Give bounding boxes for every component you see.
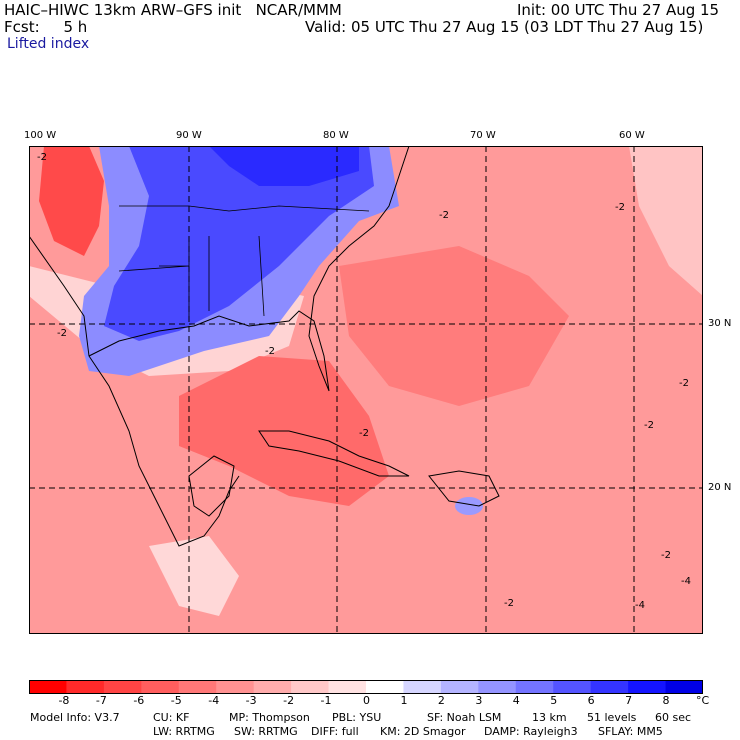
red-region-west (39, 146, 104, 256)
cu-scheme: CU: KF (153, 711, 190, 724)
sf-scheme: SF: Noah LSM (427, 711, 502, 724)
hispaniola-outline (428, 470, 500, 507)
blue-core-us (104, 146, 374, 341)
lon-label-100w: 100 W (24, 130, 57, 141)
colorbar-tick-label: 6 (587, 694, 595, 707)
blue-spot-hispaniola (455, 497, 483, 515)
contour-label: -2 (661, 550, 671, 561)
cuba-outline (258, 430, 410, 477)
model-info: Model Info: V3.7 (30, 711, 120, 724)
blue-core-north (209, 146, 359, 186)
contour-label: -2 (57, 328, 67, 339)
contour-label: -4 (635, 600, 645, 611)
time-step: 60 sec (655, 711, 692, 724)
km-option: KM: 2D Smagor (380, 725, 466, 738)
pale-east (629, 146, 703, 296)
colorbar-swatch (216, 680, 255, 694)
resolution: 13 km (532, 711, 567, 724)
colorbar-swatch (515, 680, 554, 694)
lon-label-60w: 60 W (619, 130, 645, 141)
colorbar-swatch (253, 680, 292, 694)
forecast-hour: Fcst: 5 h (4, 18, 88, 36)
us-state-lines (118, 205, 370, 317)
colorbar-tick-label: 8 (662, 694, 670, 707)
colorbar-swatch (366, 680, 404, 694)
init-time: Init: 00 UTC Thu 27 Aug 15 (517, 1, 720, 19)
vertical-levels: 51 levels (587, 711, 637, 724)
pale-central-america (149, 536, 239, 616)
valid-time: Valid: 05 UTC Thu 27 Aug 15 (03 LDT Thu … (305, 18, 704, 36)
colorbar-tick-label: -8 (58, 694, 70, 707)
colorbar-tick-label: 5 (550, 694, 558, 707)
yucatan-outline (188, 455, 235, 517)
sw-scheme: SW: RRTMG (234, 725, 298, 738)
colorbar-swatch (29, 680, 67, 694)
colorbar-swatch (440, 680, 479, 694)
damp-option: DAMP: Rayleigh3 (484, 725, 578, 738)
colorbar-tick-label: -3 (245, 694, 257, 707)
contour-label: -2 (615, 202, 625, 213)
colorbar-tick-label: 4 (512, 694, 520, 707)
colorbar-swatch (141, 680, 180, 694)
contour-label: -2 (265, 346, 275, 357)
colorbar-tick-label: 3 (475, 694, 483, 707)
contour-label: -2 (359, 428, 369, 439)
colorbar-frame (29, 680, 703, 694)
graticule (29, 146, 703, 634)
contour-label: -2 (439, 210, 449, 221)
contour-label: -2 (679, 378, 689, 389)
colorbar-tick-label: -7 (95, 694, 107, 707)
mp-scheme: MP: Thompson (229, 711, 310, 724)
colorbar-tick-label: 7 (625, 694, 633, 707)
diff-option: DIFF: full (311, 725, 359, 738)
colorbar-swatch (628, 680, 667, 694)
colorbar-tick-label: 0 (363, 694, 370, 707)
colorbar-swatch (478, 680, 517, 694)
colorbar-swatch (665, 680, 703, 694)
colorbar-swatch (66, 680, 105, 694)
colorbar-swatch (403, 680, 442, 694)
colorbar-unit: °C (696, 694, 710, 707)
pbl-scheme: PBL: YSU (332, 711, 382, 724)
lifted-index-map: -2 -2 -2 -2 -2 -2 -2 -2 -4 -2 -4 -2 (29, 146, 703, 634)
colorbar-swatch (328, 680, 367, 694)
colorbar (29, 680, 703, 694)
colorbar-tick-label: -4 (208, 694, 220, 707)
colorbar-swatch (103, 680, 142, 694)
lw-scheme: LW: RRTMG (153, 725, 215, 738)
contour-label: -4 (681, 576, 691, 587)
sflay-option: SFLAY: MM5 (598, 725, 663, 738)
colorbar-tick-label: -6 (133, 694, 145, 707)
colorbar-tick-label: -2 (283, 694, 295, 707)
map-frame (29, 146, 703, 634)
lat-label-20n: 20 N (708, 482, 732, 493)
contour-label: -2 (504, 598, 514, 609)
colorbar-swatch (553, 680, 592, 694)
deep-red-atlantic (339, 246, 569, 406)
field-name: Lifted index (7, 36, 90, 52)
lon-label-80w: 80 W (323, 130, 349, 141)
colorbar-tick-label: -5 (170, 694, 182, 707)
colorbar-tick-label: -1 (320, 694, 332, 707)
contour-label: -2 (37, 152, 47, 163)
colorbar-swatch (590, 680, 629, 694)
colorbar-swatch (178, 680, 217, 694)
coastline (29, 146, 410, 547)
colorbar-tick-label: 1 (400, 694, 408, 707)
lat-label-30n: 30 N (708, 318, 732, 329)
colorbar-swatch (291, 680, 330, 694)
plot-title: HAIC–HIWC 13km ARW–GFS init NCAR/MMM (4, 1, 342, 19)
colorbar-tick-label: 2 (437, 694, 445, 707)
contour-label: -2 (644, 420, 654, 431)
lon-label-90w: 90 W (176, 130, 202, 141)
lon-label-70w: 70 W (470, 130, 496, 141)
